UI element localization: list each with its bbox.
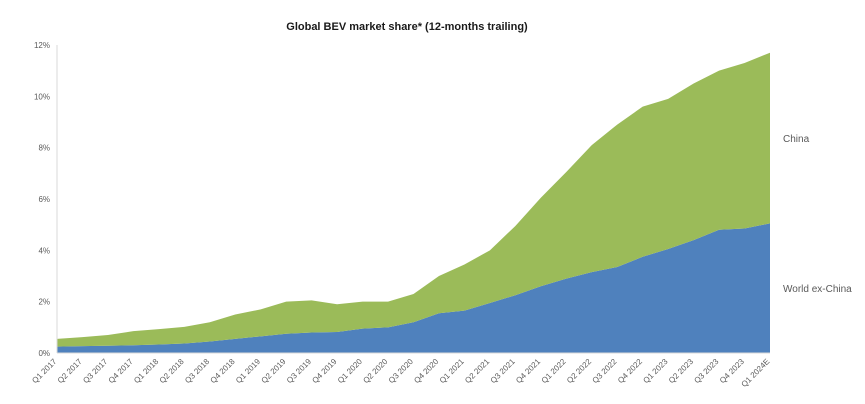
x-tick-label: Q3 2022 xyxy=(591,357,619,385)
series-label-china: China xyxy=(783,134,810,145)
x-tick-label: Q2 2023 xyxy=(667,357,695,385)
area-world-ex-china xyxy=(57,223,770,353)
x-tick-label: Q4 2017 xyxy=(107,357,135,385)
areas-layer xyxy=(57,52,770,353)
y-tick-label: 2% xyxy=(38,298,50,307)
x-tick-label: Q3 2019 xyxy=(285,357,313,385)
x-tick-label: Q1 2022 xyxy=(540,357,568,385)
y-tick-label: 8% xyxy=(38,144,50,153)
x-tick-label: Q1 2019 xyxy=(234,357,262,385)
y-tick-label: 4% xyxy=(38,246,50,255)
x-tick-label: Q1 2020 xyxy=(336,357,364,385)
x-tick-label: Q2 2020 xyxy=(361,357,389,385)
x-tick-label: Q1 2018 xyxy=(132,357,160,385)
x-tick-label: Q2 2019 xyxy=(260,357,288,385)
x-tick-label: Q1 2021 xyxy=(438,357,466,385)
x-tick-label: Q3 2018 xyxy=(183,357,211,385)
x-tick-label: Q4 2019 xyxy=(310,357,338,385)
x-tick-label: Q2 2018 xyxy=(158,357,186,385)
x-tick-label: Q4 2020 xyxy=(412,357,440,385)
x-tick-label: Q2 2022 xyxy=(565,357,593,385)
x-tick-label: Q1 2017 xyxy=(30,357,58,385)
y-tick-label: 0% xyxy=(38,349,50,358)
chart-title: Global BEV market share* (12-months trai… xyxy=(286,21,528,33)
area-china xyxy=(57,52,770,347)
x-tick-label: Q1 2023 xyxy=(641,357,669,385)
x-tick-label: Q2 2017 xyxy=(56,357,84,385)
y-tick-label: 10% xyxy=(34,92,50,101)
x-tick-label: Q3 2017 xyxy=(81,357,109,385)
x-tick-label: Q3 2020 xyxy=(387,357,415,385)
x-tick-label: Q4 2022 xyxy=(616,357,644,385)
x-tick-label: Q4 2018 xyxy=(209,357,237,385)
series-label-world-ex-china: World ex-China xyxy=(783,284,852,295)
y-tick-label: 12% xyxy=(34,41,50,50)
y-tick-labels: 0% 2% 4% 6% 8% 10% 12% xyxy=(34,41,50,358)
series-labels: World ex-China China xyxy=(783,134,852,295)
x-tick-label: Q3 2023 xyxy=(692,357,720,385)
y-tick-label: 6% xyxy=(38,195,50,204)
x-tick-label: Q3 2021 xyxy=(489,357,517,385)
x-tick-label: Q2 2021 xyxy=(463,357,491,385)
x-tick-label: Q4 2021 xyxy=(514,357,542,385)
